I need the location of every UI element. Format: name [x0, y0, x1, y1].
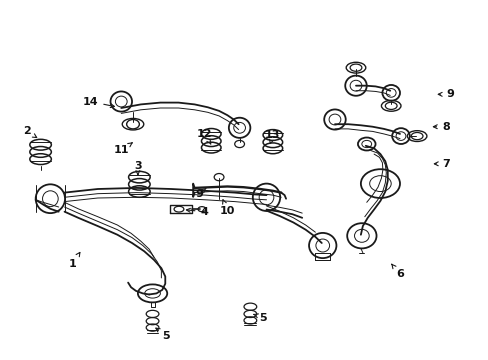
- Text: 13: 13: [264, 130, 280, 144]
- Text: 1: 1: [68, 252, 80, 269]
- Text: 3: 3: [134, 161, 142, 175]
- Text: 2: 2: [23, 126, 37, 138]
- Text: 7: 7: [433, 159, 449, 169]
- Text: 8: 8: [432, 122, 449, 132]
- Text: 12: 12: [196, 129, 212, 144]
- Text: 11: 11: [113, 143, 132, 156]
- Text: 9: 9: [195, 188, 206, 199]
- Text: 6: 6: [391, 264, 403, 279]
- Text: 14: 14: [82, 96, 114, 108]
- Text: 4: 4: [186, 207, 208, 217]
- Text: 5: 5: [156, 328, 170, 341]
- Text: 10: 10: [219, 200, 235, 216]
- Text: 5: 5: [253, 312, 266, 323]
- Text: 9: 9: [437, 89, 453, 99]
